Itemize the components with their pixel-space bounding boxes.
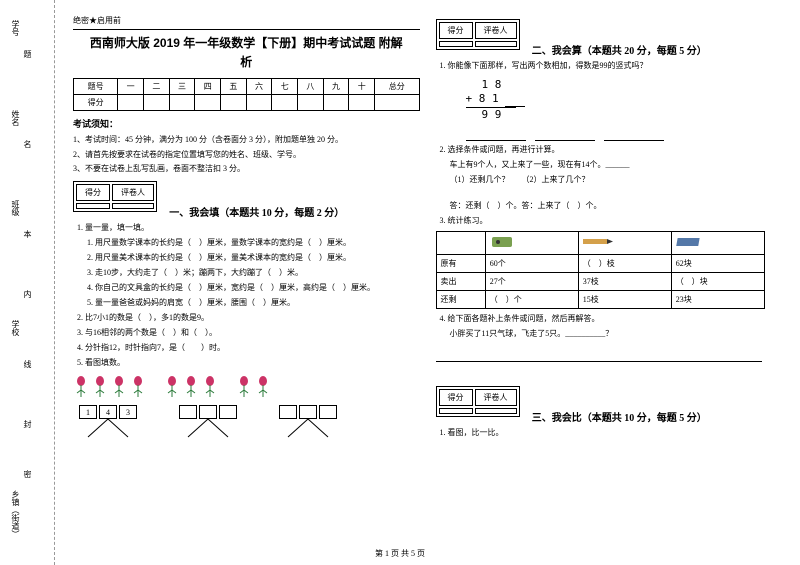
flower-icon — [111, 375, 127, 397]
tree-node-empty — [319, 405, 337, 419]
page-footer: 第 1 页 共 5 页 — [0, 548, 800, 559]
mark: 密 — [22, 470, 33, 478]
label-id: 学号 — [10, 20, 21, 36]
mark: 名 — [22, 140, 33, 148]
flower-icon — [130, 375, 146, 397]
q3: 3. 与16相邻的两个数是（ ）和（ ）。 — [77, 327, 420, 339]
section-1-title: 一、我会填（本题共 10 分，每题 2 分） — [169, 208, 344, 219]
s2-q4: 4. 给下面各题补上条件或问题，然后再解答。 — [440, 313, 783, 325]
flower-icon — [236, 375, 252, 397]
notice-item: 3、不要在试卷上乱写乱画，卷面不整洁扣 3 分。 — [73, 163, 420, 174]
q4: 4. 分针指12，时针指向7，是（ ）时。 — [77, 342, 420, 354]
score-box: 得分评卷人 — [436, 19, 520, 50]
pencil-icon — [583, 237, 613, 247]
q1-1: 1. 用尺量数学课本的长约是（ ）厘米，量数学课本的宽约是（ ）厘米。 — [87, 237, 420, 249]
tree-node: 4 — [99, 405, 117, 419]
label-school: 学校 — [10, 320, 21, 336]
binding-margin: 学号 题 姓名 名 班级 本 内 学校 线 封 密 乡镇（街道） — [0, 0, 55, 565]
mark: 线 — [22, 360, 33, 368]
flower-icon — [73, 375, 89, 397]
tree-node-empty — [179, 405, 197, 419]
s2-q3: 3. 统计练习。 — [440, 215, 783, 227]
tree-node-empty — [199, 405, 217, 419]
q1: 1. 量一量，填一填。 — [77, 222, 420, 234]
score-box: 得分评卷人 — [73, 181, 157, 212]
tree-node: 1 — [79, 405, 97, 419]
tree-node-empty — [279, 405, 297, 419]
label-town: 乡镇（街道） — [10, 490, 21, 538]
q1-5: 5. 量一量爸爸或妈妈的肩宽（ ）厘米，腰围（ ）厘米。 — [87, 297, 420, 309]
stat-table: 原有60个（ ）枝62块 卖出27个37枝（ ）块 还剩（ ）个15枝23块 — [436, 231, 765, 309]
content-columns: 绝密★启用前 西南师大版 2019 年一年级数学【下册】期中考试试题 附解 析 … — [55, 0, 800, 565]
label-name: 姓名 — [10, 110, 21, 126]
notice-title: 考试须知： — [73, 117, 420, 130]
tree-node-empty — [219, 405, 237, 419]
s2-q4-text: 小胖买了11只气球，飞走了5只。__________？ — [450, 328, 783, 340]
secret-label: 绝密★启用前 — [73, 15, 420, 26]
q1-4: 4. 你自己的文具盒的长约是（ ）厘米，宽约是（ ）厘米，高约是（ ）厘米。 — [87, 282, 420, 294]
flower-icon — [92, 375, 108, 397]
number-trees: 4 1 3 — [73, 405, 420, 455]
mark: 题 — [22, 50, 33, 58]
s2-q2-answer: 答：还剩（ ）个。答：上来了（ ）个。 — [450, 200, 783, 212]
exam-title: 西南师大版 2019 年一年级数学【下册】期中考试试题 附解 析 — [73, 34, 420, 72]
mark: 封 — [22, 420, 33, 428]
flower-icon — [183, 375, 199, 397]
answer-lines — [436, 348, 783, 362]
notice-item: 2、请首先按要求在试卷的指定位置填写您的姓名、班级、学号。 — [73, 149, 420, 160]
right-column: 得分评卷人 二、我会算（本题共 20 分，每题 5 分） 1. 你能像下面那样，… — [428, 15, 791, 555]
flower-diagram — [73, 375, 420, 397]
sharpener-icon — [490, 235, 514, 249]
q5: 5. 看图填数。 — [77, 357, 420, 369]
eraser-icon — [676, 236, 702, 248]
tree-node: 3 — [119, 405, 137, 419]
section-3-title: 三、我会比（本题共 10 分，每题 5 分） — [532, 413, 707, 424]
s2-q2-text: 车上有9个人，又上来了一些，现在有14个。______ — [450, 159, 783, 171]
mark: 内 — [22, 290, 33, 298]
s3-q1: 1. 看图，比一比。 — [440, 427, 783, 439]
s2-q2-options: （1）还剩几个？ （2）上来了几个？ — [450, 174, 783, 186]
q1-3: 3. 走10步，大约走了（ ）米；蹦两下，大约蹦了（ ）米。 — [87, 267, 420, 279]
section-2-title: 二、我会算（本题共 20 分，每题 5 分） — [532, 46, 707, 57]
tree-node-empty — [299, 405, 317, 419]
score-table: 题号一 二三 四五 六七 八九 十总分 得分 — [73, 78, 420, 111]
score-box: 得分评卷人 — [436, 386, 520, 417]
flower-icon — [255, 375, 271, 397]
s2-q2: 2. 选择条件或问题，再进行计算。 — [440, 144, 783, 156]
q1-2: 2. 用尺量美术课本的长约是（ ）厘米，量美术课本的宽约是（ ）厘米。 — [87, 252, 420, 264]
flower-icon — [164, 375, 180, 397]
q2: 2. 比7小1的数是（ ），多1的数是9。 — [77, 312, 420, 324]
left-column: 绝密★启用前 西南师大版 2019 年一年级数学【下册】期中考试试题 附解 析 … — [65, 15, 428, 555]
notice-item: 1、考试时间：45 分钟，满分为 100 分（含卷面分 3 分），附加题单独 2… — [73, 134, 420, 145]
addition-problem: 1 8 + 8 1 9 9 — [466, 78, 783, 122]
flower-icon — [202, 375, 218, 397]
s2-q1: 1. 你能像下面那样，写出两个数相加，得数是99的竖式吗？ — [440, 60, 783, 72]
label-class: 班级 — [10, 200, 21, 216]
mark: 本 — [22, 230, 33, 238]
